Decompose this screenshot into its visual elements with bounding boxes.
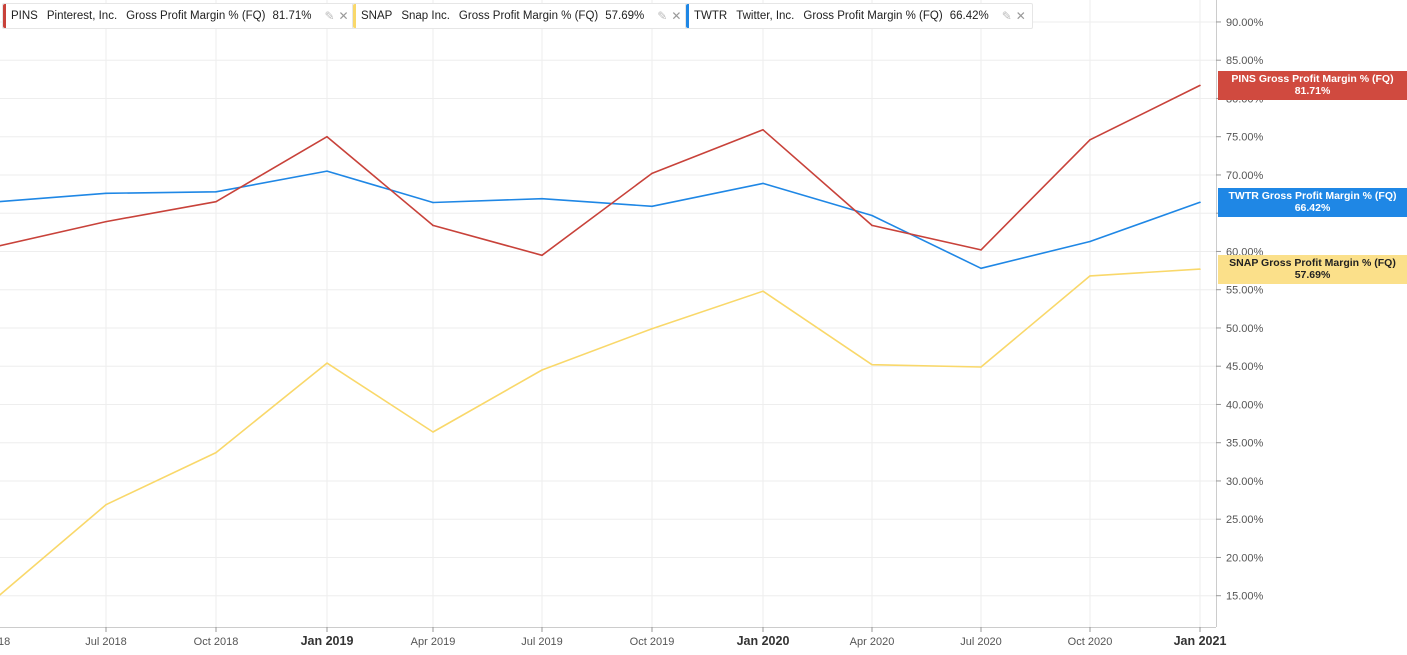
value-tag-label: PINS Gross Profit Margin % (FQ): [1231, 72, 1394, 85]
x-tick-label: Oct 2018: [194, 636, 239, 648]
legend-metric: Gross Profit Margin % (FQ): [803, 10, 943, 22]
data-point-snap: [1199, 268, 1201, 270]
y-tick-label: 70.00%: [1226, 170, 1264, 182]
data-point-twtr: [762, 182, 764, 185]
legend-company: Snap Inc.: [401, 10, 450, 22]
data-point-pins: [105, 220, 107, 223]
y-tick-label: 90.00%: [1226, 17, 1264, 29]
y-tick-label: 55.00%: [1226, 285, 1264, 297]
x-tick-label: Apr 2019: [411, 636, 456, 648]
x-tick-label: 2018: [0, 636, 10, 648]
data-point-pins: [541, 254, 543, 257]
y-tick-label: 30.00%: [1226, 476, 1264, 488]
legend-company: Pinterest, Inc.: [46, 10, 118, 22]
data-point-snap: [651, 327, 653, 330]
data-point-snap: [326, 362, 328, 364]
data-point-twtr: [980, 267, 982, 270]
legend-item-pins[interactable]: PINS Pinterest, Inc. Gross Profit Margin…: [2, 3, 356, 29]
series-line-snap: [0, 268, 1201, 596]
series-line-twtr: [0, 170, 1201, 270]
y-tick-label: 85.00%: [1226, 55, 1264, 67]
series-line-pins: [0, 84, 1201, 257]
y-tick-label: 15.00%: [1226, 591, 1264, 603]
y-tick-label: 50.00%: [1226, 323, 1264, 335]
legend-value: 57.69%: [605, 10, 645, 22]
close-icon[interactable]: ✕: [1015, 9, 1026, 23]
x-tick-label: Apr 2020: [850, 636, 895, 648]
data-point-snap: [762, 290, 764, 293]
value-tag-pins: PINS Gross Profit Margin % (FQ) 81.71%: [1218, 70, 1407, 100]
data-point-twtr: [432, 201, 434, 204]
legend-swatch: [353, 4, 356, 28]
data-point-twtr: [1089, 240, 1091, 243]
paint-icon[interactable]: ✎: [324, 9, 335, 23]
x-tick-label: Oct 2019: [630, 636, 675, 648]
legend-swatch: [686, 4, 689, 28]
value-tag-snap: SNAP Gross Profit Margin % (FQ) 57.69%: [1218, 254, 1407, 284]
legend-metric: Gross Profit Margin % (FQ): [458, 10, 599, 22]
data-point-pins: [762, 129, 764, 131]
value-tag-value: 57.69%: [1294, 268, 1331, 281]
data-point-snap: [541, 369, 543, 371]
y-tick-label: 25.00%: [1226, 514, 1264, 526]
close-icon[interactable]: ✕: [671, 9, 682, 23]
data-point-snap: [432, 431, 434, 433]
data-point-pins: [1199, 84, 1201, 87]
data-point-snap: [980, 366, 982, 368]
x-tick-label: Jan 2020: [737, 634, 790, 648]
data-point-pins: [651, 172, 653, 175]
y-tick-label: 35.00%: [1226, 438, 1264, 450]
value-tag-value: 81.71%: [1294, 84, 1331, 97]
legend-company: Twitter, Inc.: [736, 10, 795, 22]
x-tick-label: Jan 2019: [301, 634, 354, 648]
data-point-snap: [215, 451, 217, 454]
legend-ticker: PINS: [11, 10, 38, 22]
data-point-pins: [980, 249, 982, 251]
legend-value: 81.71%: [272, 10, 312, 22]
data-point-twtr: [215, 190, 217, 193]
y-tick-label: 45.00%: [1226, 361, 1264, 373]
y-tick-label: 20.00%: [1226, 552, 1264, 564]
data-point-twtr: [651, 205, 653, 208]
x-tick-label: Jul 2019: [521, 636, 563, 648]
legend-ticker: TWTR: [694, 10, 728, 22]
legend-value: 66.42%: [949, 10, 989, 22]
data-point-twtr: [326, 170, 328, 172]
x-tick-label: Oct 2020: [1068, 636, 1113, 648]
y-tick-label: 75.00%: [1226, 132, 1264, 144]
x-tick-label: Jul 2018: [85, 636, 127, 648]
x-tick-label: Jan 2021: [1174, 634, 1227, 648]
data-point-twtr: [105, 192, 107, 195]
data-point-pins: [871, 224, 873, 227]
value-tag-label: TWTR Gross Profit Margin % (FQ): [1228, 189, 1397, 202]
legend-ticker: SNAP: [361, 10, 393, 22]
data-point-twtr: [1199, 201, 1201, 204]
y-tick-label: 40.00%: [1226, 399, 1264, 411]
paint-icon[interactable]: ✎: [1001, 9, 1012, 23]
x-tick-label: Jul 2020: [960, 636, 1002, 648]
legend-metric: Gross Profit Margin % (FQ): [126, 10, 266, 22]
legend-item-snap[interactable]: SNAP Snap Inc. Gross Profit Margin % (FQ…: [352, 3, 689, 29]
paint-icon[interactable]: ✎: [657, 9, 668, 23]
close-icon[interactable]: ✕: [338, 9, 349, 23]
data-point-snap: [871, 363, 873, 366]
data-point-pins: [432, 224, 434, 227]
data-point-twtr: [871, 214, 873, 217]
legend-item-twtr[interactable]: TWTR Twitter, Inc. Gross Profit Margin %…: [685, 3, 1033, 29]
legend-swatch: [3, 4, 6, 28]
value-tag-twtr: TWTR Gross Profit Margin % (FQ) 66.42%: [1218, 187, 1407, 217]
value-tag-label: SNAP Gross Profit Margin % (FQ): [1229, 256, 1396, 269]
data-point-twtr: [541, 197, 543, 200]
data-point-pins: [1089, 138, 1091, 141]
value-tag-value: 66.42%: [1294, 201, 1331, 214]
data-point-pins: [215, 200, 217, 203]
data-point-snap: [1089, 275, 1091, 277]
data-point-snap: [105, 503, 107, 506]
data-point-pins: [326, 135, 328, 138]
